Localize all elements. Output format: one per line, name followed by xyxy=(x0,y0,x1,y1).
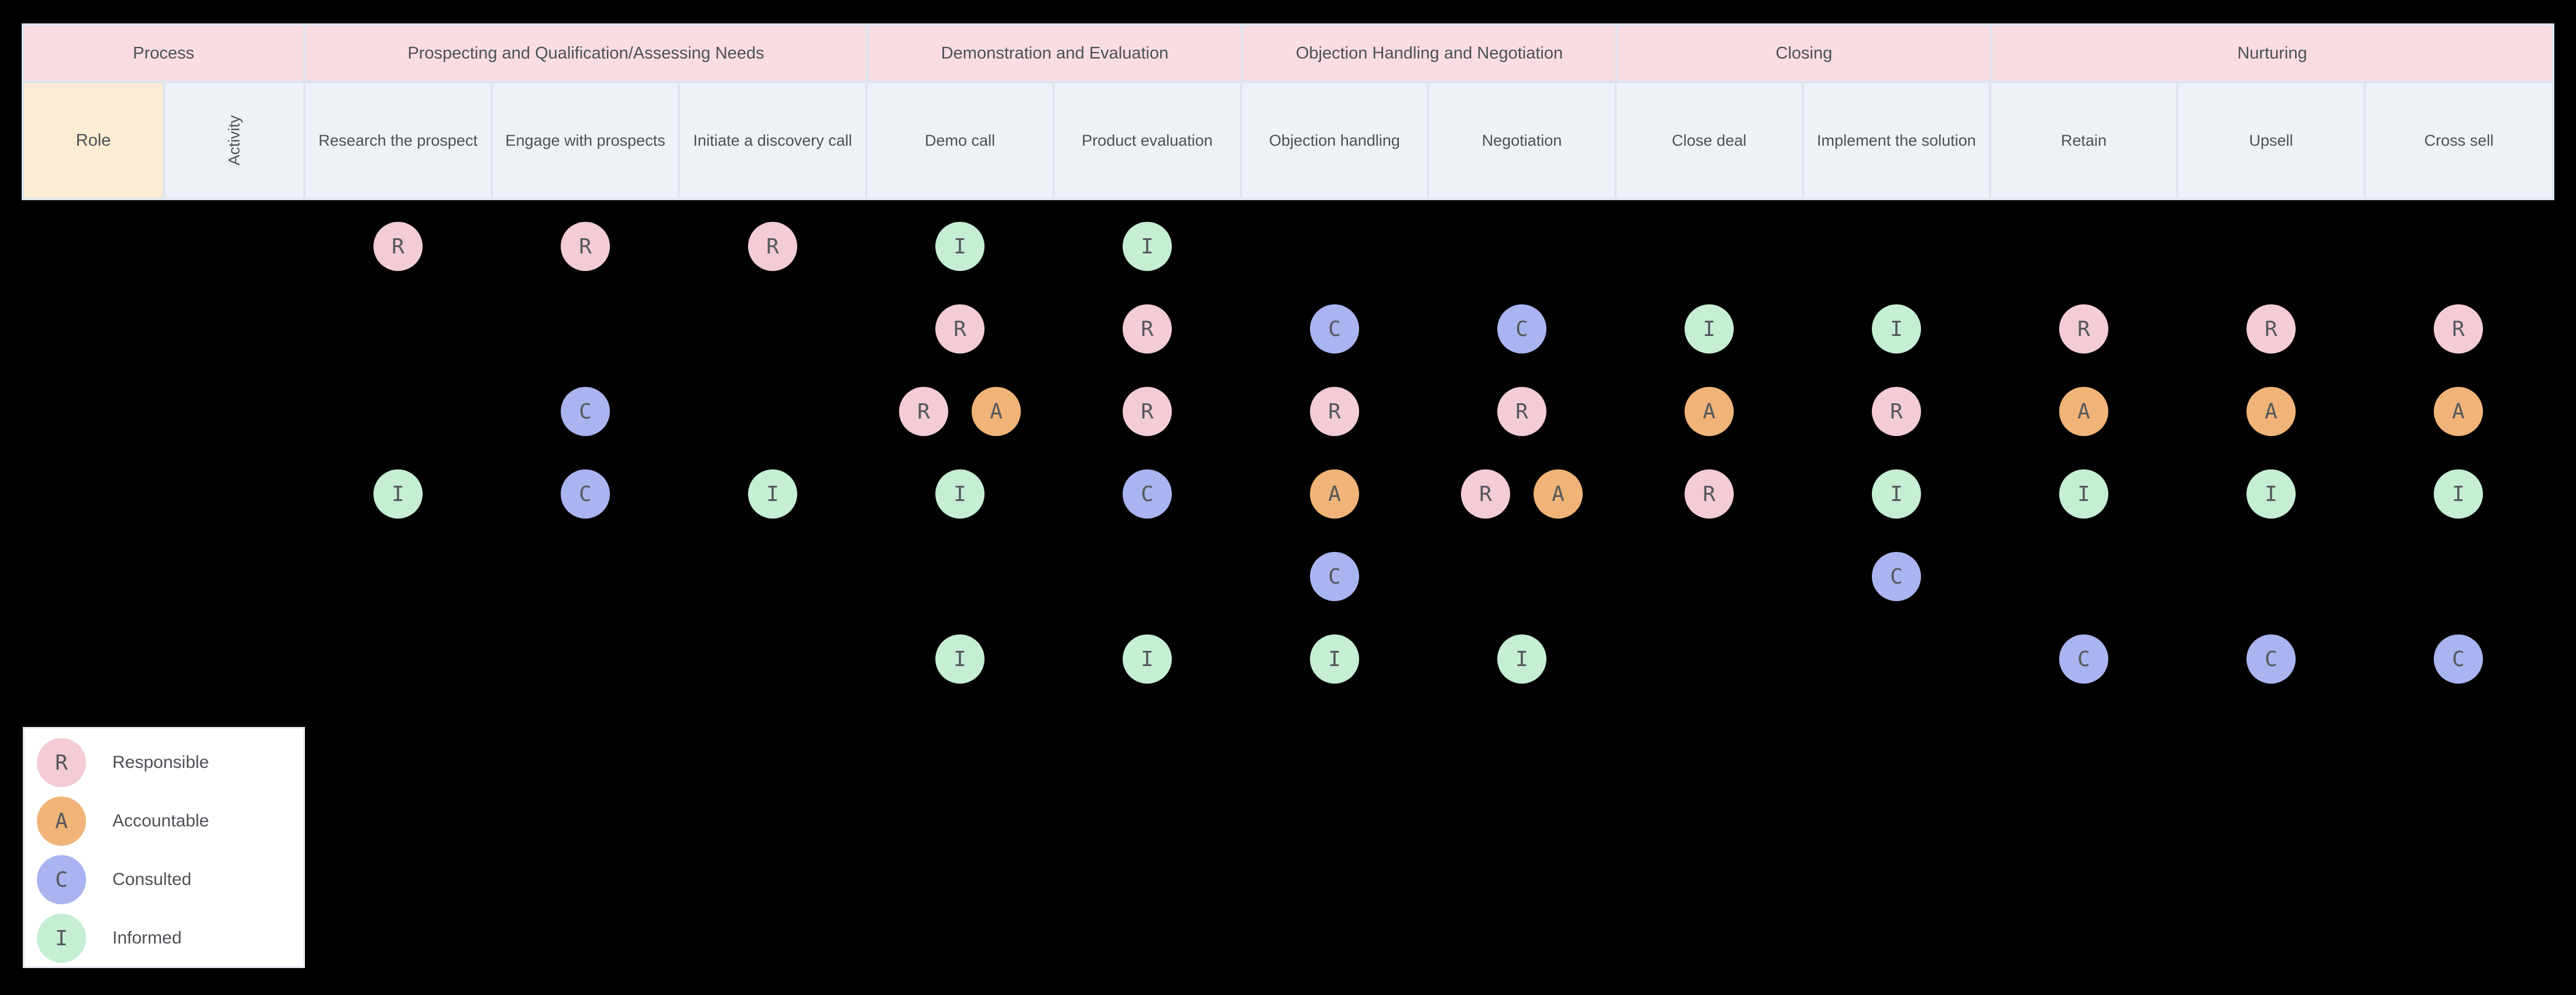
raci-circle: C xyxy=(2059,634,2108,684)
legend-label: Consulted xyxy=(112,870,192,889)
raci-circle: R xyxy=(561,222,610,271)
raci-circle: I xyxy=(748,469,797,519)
activity-column-header: Engage with prospects xyxy=(493,83,678,198)
raci-circle: R xyxy=(1497,387,1546,436)
activity-label: Upsell xyxy=(2249,131,2293,149)
raci-circle: I xyxy=(935,222,985,271)
raci-circle: I xyxy=(1872,304,1921,354)
raci-circle: A xyxy=(1534,469,1583,519)
raci-circle: C xyxy=(1310,304,1359,354)
raci-circle: R xyxy=(899,387,948,436)
activity-label: Research the prospect xyxy=(318,131,478,149)
process-group-header: Closing xyxy=(1618,26,1990,81)
legend-label: Accountable xyxy=(112,811,210,831)
raci-circle: R xyxy=(373,222,423,271)
raci-circle: C xyxy=(561,469,610,519)
activity-column-header: Objection handling xyxy=(1242,83,1427,198)
raci-circle: R xyxy=(1461,469,1510,519)
activity-label: Product evaluation xyxy=(1082,131,1213,149)
raci-circle: C xyxy=(2434,634,2483,684)
raci-circle: C xyxy=(561,387,610,436)
raci-circle: R xyxy=(1872,387,1921,436)
legend-label: Responsible xyxy=(112,753,210,772)
activity-label: Demo call xyxy=(924,131,996,149)
legend-circle: A xyxy=(37,797,86,846)
raci-circle: I xyxy=(1123,634,1172,684)
raci-table: Process Prospecting and Qualification/As… xyxy=(22,23,2554,200)
process-group-header: Objection Handling and Negotiation xyxy=(1243,26,1615,81)
group-label: Process xyxy=(133,43,194,63)
activity-column-header: Research the prospect xyxy=(306,83,490,198)
activity-label: Close deal xyxy=(1672,131,1747,149)
group-label: Demonstration and Evaluation xyxy=(941,43,1169,63)
raci-circle: R xyxy=(1685,469,1734,519)
activity-label: Objection handling xyxy=(1269,131,1400,149)
group-label: Objection Handling and Negotiation xyxy=(1295,43,1563,63)
legend-circle: R xyxy=(37,738,86,787)
raci-circle: R xyxy=(1123,304,1172,354)
raci-circle: R xyxy=(1310,387,1359,436)
raci-circle: R xyxy=(2246,304,2296,354)
process-group-header: Process xyxy=(24,26,303,81)
raci-circle: R xyxy=(935,304,985,354)
activity-label: Retain xyxy=(2060,131,2107,149)
raci-circle: C xyxy=(1123,469,1172,519)
group-label: Prospecting and Qualification/Assessing … xyxy=(407,43,764,63)
activity-label: Engage with prospects xyxy=(505,131,666,149)
legend-label: Informed xyxy=(112,928,182,948)
process-group-header: Prospecting and Qualification/Assessing … xyxy=(306,26,866,81)
raci-circle: A xyxy=(972,387,1021,436)
raci-circle: R xyxy=(2059,304,2108,354)
raci-circle: A xyxy=(2059,387,2108,436)
activity-column-header: Product evaluation xyxy=(1055,83,1240,198)
activity-column-header: Retain xyxy=(1991,83,2176,198)
activity-column-header: Initiate a discovery call xyxy=(680,83,865,198)
raci-circle: R xyxy=(748,222,797,271)
raci-circle: I xyxy=(2059,469,2108,519)
raci-circle: C xyxy=(1310,552,1359,601)
legend: R Responsible A Accountable C Consulted … xyxy=(23,727,305,968)
raci-circle: I xyxy=(1123,222,1172,271)
raci-circle: I xyxy=(935,634,985,684)
process-group-header: Nurturing xyxy=(1992,26,2552,81)
activity-column-header: Upsell xyxy=(2179,83,2364,198)
group-label: Nurturing xyxy=(2237,43,2307,63)
legend-circle: I xyxy=(37,914,86,963)
activity-label: Negotiation xyxy=(1481,131,1562,149)
raci-circle: I xyxy=(1872,469,1921,519)
raci-circle: A xyxy=(2246,387,2296,436)
activity-column-header: Cross sell xyxy=(2366,83,2552,198)
activity-column-header: Demo call xyxy=(867,83,1052,198)
process-group-header: Demonstration and Evaluation xyxy=(869,26,1241,81)
raci-circle: A xyxy=(1310,469,1359,519)
legend-circle: C xyxy=(37,855,86,904)
raci-circle: R xyxy=(1123,387,1172,436)
raci-circle: A xyxy=(1685,387,1734,436)
raci-circle: I xyxy=(1685,304,1734,354)
activity-label: Cross sell xyxy=(2424,131,2494,149)
raci-circle: C xyxy=(2246,634,2296,684)
activity-column-header: Implement the solution xyxy=(1804,83,1989,198)
activity-corner-cell: Activity xyxy=(165,83,303,198)
raci-circle: I xyxy=(373,469,423,519)
raci-circle: I xyxy=(2246,469,2296,519)
activity-column-header: Close deal xyxy=(1617,83,1802,198)
role-corner-cell: Role xyxy=(24,83,163,198)
raci-circle: C xyxy=(1497,304,1546,354)
raci-circle: I xyxy=(935,469,985,519)
role-corner-label: Role xyxy=(76,131,111,150)
raci-circle: A xyxy=(2434,387,2483,436)
raci-circle: I xyxy=(1310,634,1359,684)
activity-corner-label: Activity xyxy=(225,115,243,166)
raci-circle: I xyxy=(1497,634,1546,684)
raci-circle: C xyxy=(1872,552,1921,601)
activity-label: Initiate a discovery call xyxy=(693,131,852,149)
group-label: Closing xyxy=(1775,43,1833,63)
activity-column-header: Negotiation xyxy=(1429,83,1614,198)
raci-circle: R xyxy=(2434,304,2483,354)
raci-circle: I xyxy=(2434,469,2483,519)
activity-label: Implement the solution xyxy=(1817,131,1976,149)
